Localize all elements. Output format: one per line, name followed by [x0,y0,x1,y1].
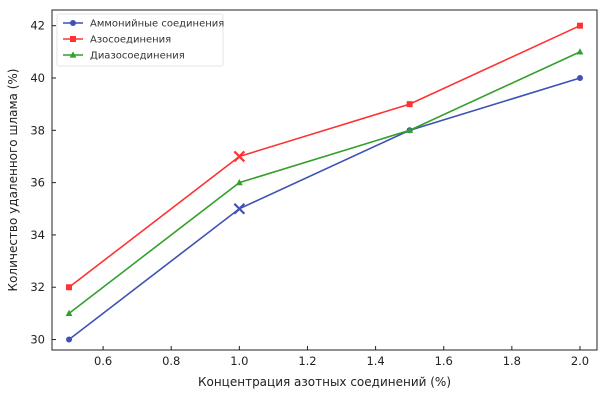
y-tick-label: 36 [30,176,45,190]
data-point [65,309,73,316]
x-tick-label: 0.8 [162,354,180,368]
y-tick-label: 30 [30,333,45,347]
data-point [66,336,73,343]
x-tick-label: 2.0 [571,354,589,368]
legend-box [56,13,224,67]
y-tick-label: 34 [30,228,45,242]
legend-marker [69,51,77,58]
x-tick-label: 1.4 [366,354,384,368]
legend-label: Азосоединения [90,35,171,46]
legend-label: Аммонийные соединения [90,19,224,30]
x-tick-label: 1.6 [435,354,453,368]
plot-frame [51,9,598,351]
data-point [576,75,583,81]
legend-marker [70,36,76,42]
series-line [68,77,581,341]
y-tick-label: 32 [30,280,45,294]
series-line [68,24,581,288]
series-1 [66,75,583,343]
y-tick-label: 40 [30,71,45,85]
x-axis-label: Концентрация азотных соединений (%) [198,375,451,389]
data-point [406,126,414,133]
series-layer [65,22,584,343]
x-tick-label: 1.0 [230,354,248,368]
data-point [66,284,73,291]
data-point [576,48,584,55]
x-marker [233,150,246,163]
legend-label: Диазосоединения [90,51,185,62]
legend: Аммонийные соединения Азосоединения Диазос… [56,13,224,67]
series-line [68,51,581,315]
x-tick-label: 1.2 [298,354,316,368]
y-axis-label: Количество удаленного шлама (%) [6,69,20,292]
x-marker [233,202,246,215]
y-tick-label: 42 [30,19,45,33]
x-tick-label: 0.6 [94,354,112,368]
series-2 [66,22,583,291]
series-3 [65,48,584,316]
data-point [235,179,243,186]
chart-axes: 0.6 0.8 1.0 1.2 1.4 1.6 1.8 2.0 30 32 34 36 38 40 42 [30,9,598,368]
x-tick-label: 1.8 [503,354,521,368]
data-point [406,101,413,108]
y-tick-label: 38 [30,123,45,137]
data-point [576,22,583,29]
legend-marker [70,20,76,26]
